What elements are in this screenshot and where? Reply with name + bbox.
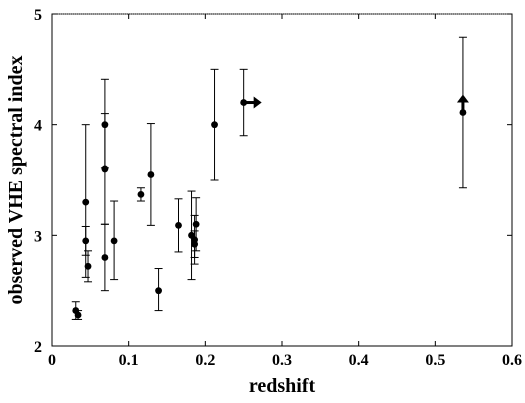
y-axis-ticks: 2 3 4 5 [34, 7, 512, 356]
data-point [146, 123, 155, 226]
plot-area [51, 13, 513, 347]
limit-arrow-head [253, 96, 262, 109]
x-axis-ticks: 0 0.1 0.2 0.3 0.4 0.5 0.6 [48, 14, 522, 369]
data-point [192, 197, 201, 252]
data-point [174, 198, 183, 253]
plot-frame [51, 13, 513, 347]
data-marker [82, 237, 90, 245]
x-tick-label: 0.3 [272, 352, 292, 369]
data-point [84, 250, 93, 283]
data-marker [101, 254, 109, 261]
data-marker [101, 165, 109, 173]
data-layer [71, 36, 469, 320]
data-marker [84, 262, 92, 270]
lower-limit-arrow-head [456, 94, 469, 103]
data-point [110, 200, 119, 281]
data-point [100, 113, 109, 225]
x-tick-label: 0.2 [195, 352, 215, 369]
y-tick-label: 4 [34, 118, 42, 135]
data-point [136, 187, 145, 202]
y-axis-label: observed VHE spectral index [5, 55, 27, 304]
x-axis-label: redshift [249, 375, 316, 397]
x-tick-label: 0 [48, 352, 56, 369]
x-tick-label: 0.4 [349, 352, 369, 369]
x-tick-label: 0.5 [425, 352, 445, 369]
data-point [100, 223, 109, 292]
data-marker [155, 287, 162, 295]
data-marker [175, 221, 182, 229]
data-point [154, 268, 163, 312]
y-tick-label: 5 [34, 7, 42, 24]
data-marker [191, 240, 199, 248]
x-tick-label: 0.6 [502, 352, 522, 369]
y-tick-label: 2 [34, 339, 42, 356]
data-marker [211, 121, 218, 129]
data-marker [82, 198, 90, 206]
data-point [210, 68, 219, 181]
data-point [239, 68, 262, 137]
x-tick-label: 0.1 [119, 352, 139, 369]
data-marker [192, 220, 200, 228]
y-tick-label: 3 [34, 228, 42, 245]
data-point [456, 94, 469, 111]
data-marker [137, 190, 145, 198]
data-marker [459, 109, 467, 116]
data-point [458, 36, 467, 189]
data-marker [147, 171, 155, 178]
data-marker [74, 311, 82, 319]
data-marker [110, 237, 118, 245]
data-point [74, 310, 83, 320]
